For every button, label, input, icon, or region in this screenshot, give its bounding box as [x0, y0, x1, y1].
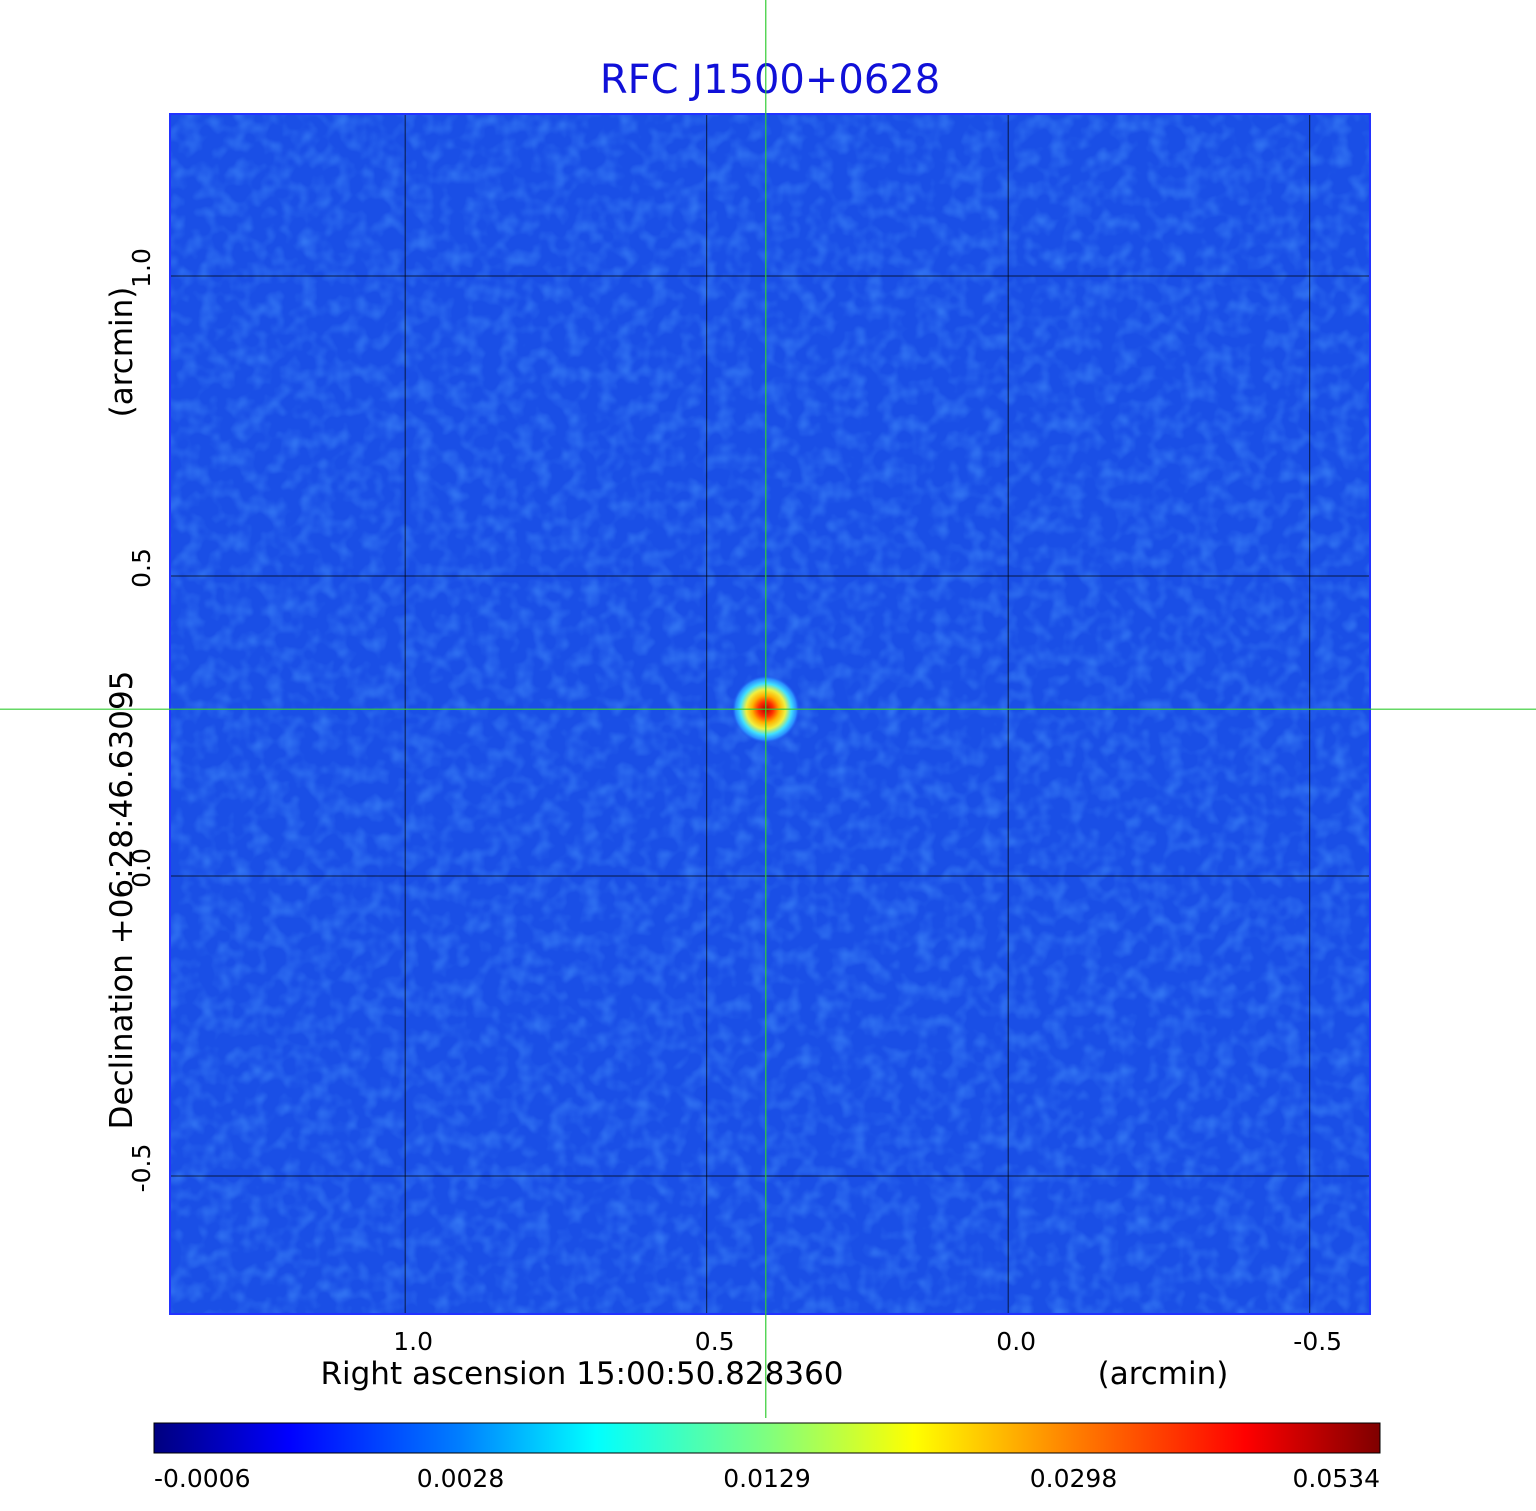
y-axis-label: Declination +06:28:46.63095 [104, 671, 140, 1130]
colorbar-tick-label-2: 0.0129 [723, 1464, 810, 1493]
y-tick-label-2: 0.0 [127, 848, 156, 888]
colorbar-tick-label-1: 0.0028 [417, 1464, 504, 1493]
y-tick-label-0: 1.0 [127, 248, 156, 288]
x-tick-labels: 1.0 0.5 0.0 -0.5 [393, 1327, 1342, 1356]
grid-lines [170, 114, 1370, 1314]
chart-title: RFC J1500+0628 [600, 57, 940, 103]
colorbar [153, 1422, 1381, 1454]
x-tick-label-0: 1.0 [393, 1327, 433, 1356]
x-tick-label-3: -0.5 [1293, 1327, 1342, 1356]
x-tick-label-1: 0.5 [695, 1327, 735, 1356]
colorbar-labels: -0.0006 0.0028 0.0129 0.0298 0.0534 [154, 1464, 1380, 1493]
x-axis-label: Right ascension 15:00:50.828360 [320, 1356, 843, 1392]
colorbar-tick-label-4: 0.0534 [1293, 1464, 1380, 1493]
y-tick-label-3: -0.5 [127, 1144, 156, 1193]
y-tick-label-1: 0.5 [127, 548, 156, 588]
colorbar-tick-label-0: -0.0006 [154, 1464, 251, 1493]
plot-frame [169, 113, 1371, 1315]
x-tick-label-2: 0.0 [996, 1327, 1036, 1356]
y-axis-unit: (arcmin) [104, 287, 140, 418]
plot-area [170, 114, 1370, 1314]
x-axis-unit: (arcmin) [1098, 1356, 1229, 1392]
y-tick-labels: 1.0 0.5 0.0 -0.5 [127, 248, 156, 1192]
colorbar-tick-label-3: 0.0298 [1030, 1464, 1117, 1493]
